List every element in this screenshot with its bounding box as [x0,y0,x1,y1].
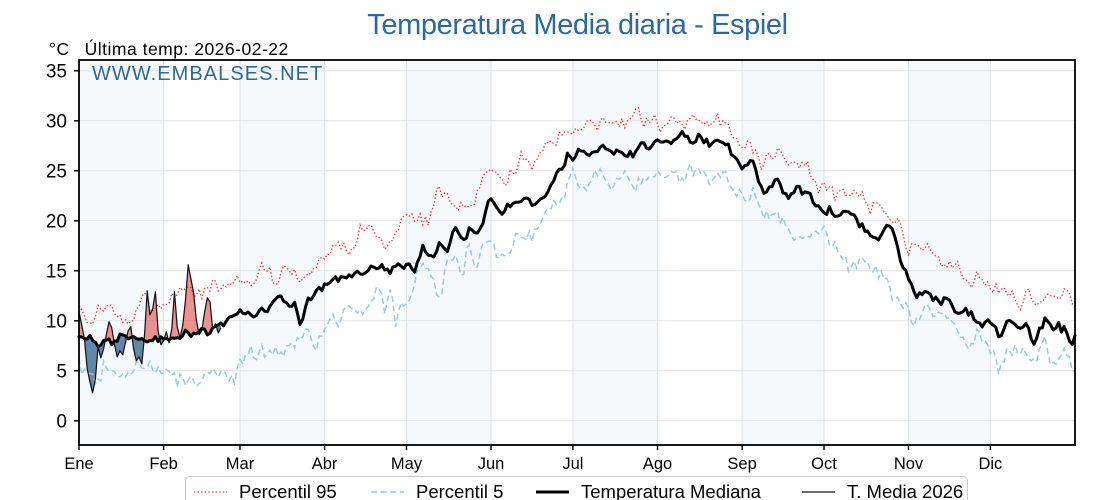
svg-text:May: May [391,455,423,473]
svg-text:20: 20 [46,211,67,232]
svg-text:Abr: Abr [312,455,338,473]
svg-text:10: 10 [46,311,67,332]
svg-text:Sep: Sep [727,455,756,473]
svg-text:Ene: Ene [64,455,93,473]
svg-text:15: 15 [46,261,67,282]
svg-text:Nov: Nov [894,455,924,473]
svg-text:5: 5 [56,361,67,382]
svg-text:0: 0 [56,411,67,432]
svg-text:35: 35 [46,61,67,82]
svg-text:30: 30 [46,111,67,132]
svg-text:Jul: Jul [562,455,583,473]
svg-text:Jun: Jun [478,455,505,473]
svg-text:Mar: Mar [226,455,255,473]
svg-text:Dic: Dic [978,455,1002,473]
svg-text:25: 25 [46,161,67,182]
svg-text:Oct: Oct [811,455,837,473]
svg-text:Feb: Feb [149,455,177,473]
svg-text:Ago: Ago [643,455,672,473]
